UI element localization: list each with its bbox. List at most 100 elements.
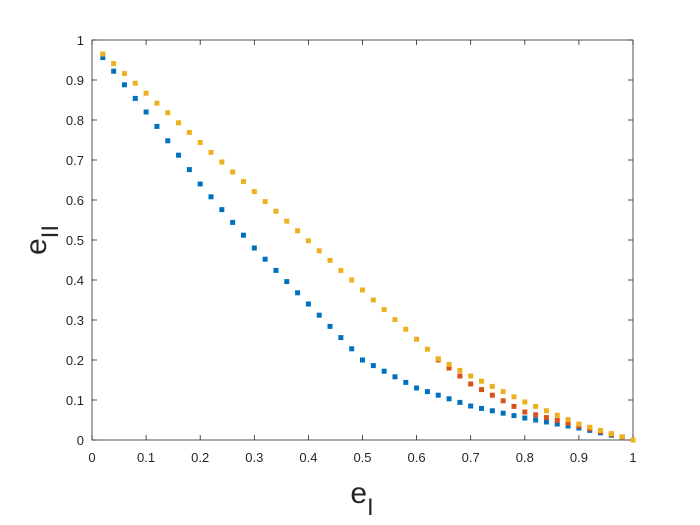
marker xyxy=(446,365,452,371)
marker xyxy=(533,417,539,423)
y-label-subscript: II xyxy=(37,225,64,238)
marker xyxy=(479,387,485,393)
marker xyxy=(554,412,560,418)
y-tick-label: 0.8 xyxy=(66,113,84,128)
y-tick-label: 0.2 xyxy=(66,353,84,368)
x-tick-label: 0.8 xyxy=(516,450,534,465)
marker xyxy=(360,357,365,363)
marker xyxy=(262,199,268,205)
x-tick-label: 0.6 xyxy=(408,450,426,465)
marker xyxy=(208,149,214,155)
y-tick-label: 0.5 xyxy=(66,233,84,248)
marker xyxy=(197,181,203,187)
marker xyxy=(468,381,474,387)
x-tick-label: 0 xyxy=(88,450,95,465)
marker xyxy=(165,110,171,116)
marker xyxy=(154,123,160,129)
marker xyxy=(543,415,549,421)
marker xyxy=(468,403,474,409)
marker xyxy=(154,100,160,106)
marker xyxy=(176,120,182,126)
marker xyxy=(500,410,506,416)
marker xyxy=(240,179,246,185)
marker xyxy=(543,419,549,425)
marker xyxy=(121,82,127,88)
y-tick-label: 0.9 xyxy=(66,73,84,88)
marker xyxy=(403,326,409,332)
marker xyxy=(522,399,528,405)
marker xyxy=(414,385,420,391)
marker xyxy=(598,427,604,433)
marker xyxy=(435,392,441,398)
marker xyxy=(511,403,517,409)
marker xyxy=(251,245,257,251)
x-axis-label: eI xyxy=(350,477,373,521)
marker xyxy=(176,152,182,158)
marker xyxy=(424,346,430,352)
marker xyxy=(295,290,301,296)
y-tick-label: 0.4 xyxy=(66,273,84,288)
marker xyxy=(327,257,333,263)
marker xyxy=(143,109,149,115)
x-tick-label: 0.9 xyxy=(570,450,588,465)
marker xyxy=(349,346,355,352)
marker xyxy=(392,374,398,380)
marker xyxy=(305,238,311,244)
y-tick-label: 0.3 xyxy=(66,313,84,328)
marker xyxy=(219,159,225,165)
marker xyxy=(479,378,485,384)
x-tick-label: 0.3 xyxy=(245,450,263,465)
marker xyxy=(338,335,344,341)
marker xyxy=(489,392,495,398)
marker xyxy=(370,297,376,303)
marker xyxy=(403,379,409,385)
y-axis-label: eII xyxy=(20,225,64,255)
marker xyxy=(186,167,192,173)
marker xyxy=(554,421,560,427)
marker xyxy=(468,373,474,379)
marker xyxy=(630,437,636,443)
marker xyxy=(479,405,485,411)
marker xyxy=(111,68,117,74)
marker xyxy=(565,420,571,426)
marker xyxy=(251,189,257,195)
marker xyxy=(295,228,301,234)
marker xyxy=(360,287,365,293)
marker xyxy=(165,138,171,144)
marker xyxy=(587,424,593,430)
x-tick-label: 0.7 xyxy=(462,450,480,465)
marker xyxy=(100,55,106,61)
marker xyxy=(273,267,279,273)
marker xyxy=(511,413,517,419)
marker xyxy=(619,434,625,440)
marker xyxy=(186,129,192,135)
marker xyxy=(500,389,506,395)
marker xyxy=(414,336,420,342)
x-tick-label: 0.2 xyxy=(191,450,209,465)
marker xyxy=(219,207,225,213)
marker xyxy=(327,323,333,329)
marker xyxy=(316,248,322,254)
marker xyxy=(197,139,203,145)
marker xyxy=(284,218,290,224)
x-tick-label: 0.4 xyxy=(299,450,317,465)
marker xyxy=(446,361,452,367)
marker xyxy=(533,412,539,418)
y-tick-label: 0.7 xyxy=(66,153,84,168)
marker xyxy=(100,51,106,57)
marker xyxy=(511,394,517,400)
marker xyxy=(457,373,463,379)
marker xyxy=(424,389,430,395)
marker xyxy=(381,307,387,313)
marker xyxy=(457,399,463,405)
marker xyxy=(316,312,322,318)
marker xyxy=(500,398,506,404)
x-tick-label: 0.5 xyxy=(353,450,371,465)
marker xyxy=(121,71,127,77)
marker xyxy=(132,80,138,86)
marker xyxy=(230,169,236,175)
marker xyxy=(240,232,246,238)
marker xyxy=(457,367,463,373)
y-tick-label: 0.6 xyxy=(66,193,84,208)
